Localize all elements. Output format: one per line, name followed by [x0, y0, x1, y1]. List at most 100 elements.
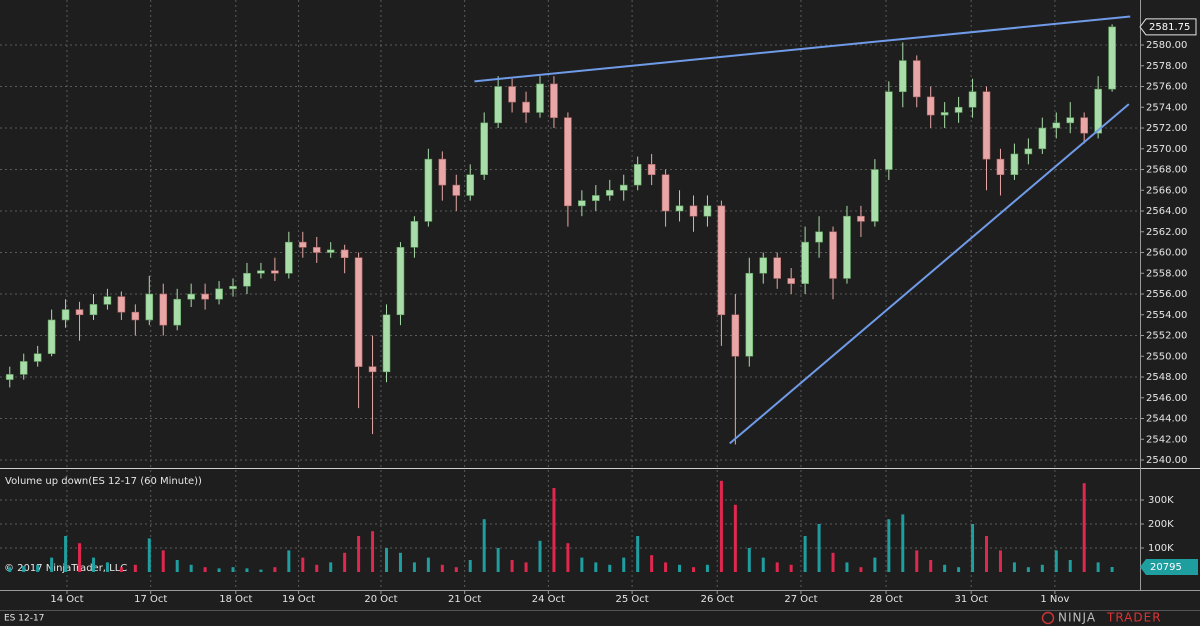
last-volume-box	[1140, 559, 1198, 576]
candle-body	[968, 91, 977, 108]
candle-body	[452, 184, 461, 196]
candle-body	[1108, 26, 1116, 90]
candle-body	[396, 247, 405, 316]
volume-bar	[594, 562, 598, 572]
x-tick-label: 14 Oct	[50, 594, 83, 605]
y-tick-label: 2546.00	[1146, 393, 1187, 404]
volume-bar	[64, 536, 68, 572]
y-tick-label: 2558.00	[1146, 268, 1187, 279]
volume-bar	[552, 488, 556, 572]
candle-body	[117, 296, 126, 313]
volume-bar	[161, 550, 165, 572]
x-tick-label: 26 Oct	[701, 594, 734, 605]
volume-bar	[650, 555, 654, 572]
volume-bar	[217, 568, 221, 572]
volume-bar	[315, 564, 319, 572]
y-tick-label: 2576.00	[1146, 82, 1187, 93]
logo-text: TRADER	[1106, 611, 1162, 625]
candle-body	[145, 293, 154, 321]
y-tick-label: 2580.00	[1146, 40, 1187, 51]
candle-body	[340, 249, 349, 259]
candle-body	[424, 158, 433, 222]
candle-body	[829, 231, 837, 279]
last-price-box	[1139, 18, 1197, 36]
y-tick-label: 2568.00	[1146, 165, 1187, 176]
volume-bar	[747, 548, 751, 572]
logo-text: NINJA	[1058, 611, 1096, 625]
volume-bar	[691, 567, 695, 572]
volume-bar	[343, 552, 347, 572]
candle-body	[466, 174, 475, 196]
volume-bar	[719, 480, 723, 572]
candle-body	[410, 221, 419, 248]
volume-bar	[566, 543, 570, 572]
candle-body	[103, 296, 112, 305]
volume-bar	[789, 564, 793, 572]
candle-body	[912, 60, 921, 98]
y-tick-label: 2574.00	[1146, 102, 1187, 113]
volume-bar	[998, 550, 1002, 572]
volume-bar	[22, 566, 26, 572]
volume-bar	[259, 569, 263, 572]
indicator-title: Volume up down(ES 12-17 (60 Minute))	[5, 476, 202, 487]
volume-bar	[496, 548, 500, 572]
volume-bar	[175, 560, 179, 572]
candle-body	[578, 200, 586, 207]
volume-bar	[524, 562, 528, 572]
candle-body	[1024, 148, 1033, 155]
volume-bar	[1012, 562, 1016, 572]
volume-bar	[943, 564, 947, 572]
volume-bar	[398, 552, 402, 572]
volume-bar	[831, 552, 835, 572]
volume-bar	[385, 548, 389, 572]
candle-body	[550, 83, 558, 118]
volume-bar	[203, 567, 207, 572]
y-tick-label: 2556.00	[1146, 289, 1187, 300]
candle-body	[843, 215, 851, 279]
candle-body	[1094, 88, 1102, 134]
y-tick-label: 2544.00	[1146, 414, 1187, 425]
instrument: ES 12-17	[4, 614, 44, 624]
x-tick-label: 24 Oct	[532, 594, 565, 605]
x-tick-label: 28 Oct	[869, 594, 902, 605]
volume-bar	[887, 519, 891, 572]
volume-bar	[775, 562, 779, 572]
candle-body	[717, 205, 726, 316]
volume-bar	[664, 562, 668, 572]
volume-tick-label: 100K	[1148, 543, 1174, 554]
candle-body	[787, 278, 795, 284]
volume-bar	[733, 504, 737, 572]
candle-body	[5, 374, 14, 380]
volume-bar	[1068, 560, 1072, 572]
candle-body	[47, 319, 56, 354]
volume-bar	[50, 557, 54, 572]
candle-body	[1066, 117, 1075, 124]
volume-bar	[273, 567, 277, 572]
y-tick-label: 2570.00	[1146, 144, 1187, 155]
volume-bar	[678, 564, 682, 572]
candle-body	[745, 272, 754, 357]
candle-body	[326, 249, 335, 253]
volume-bar	[580, 557, 584, 572]
candle-body	[480, 122, 488, 176]
volume-bar	[245, 568, 249, 572]
logo-icon	[1041, 611, 1055, 625]
candle-body	[898, 60, 907, 93]
x-tick-label: 21 Oct	[448, 594, 481, 605]
volume-bar	[482, 519, 486, 572]
candle-body	[605, 189, 614, 196]
volume-bar	[915, 550, 919, 572]
volume-bar	[845, 562, 849, 572]
y-tick-label: 2578.00	[1146, 61, 1187, 72]
x-tick-label: 18 Oct	[219, 594, 252, 605]
candle-body	[508, 86, 516, 103]
candle-body	[536, 83, 544, 113]
candle-body	[215, 288, 223, 300]
volume-bar	[957, 567, 961, 572]
candle-body	[801, 241, 809, 284]
y-tick-label: 2554.00	[1146, 310, 1187, 321]
candle-body	[382, 314, 391, 373]
candle-body	[675, 205, 684, 212]
